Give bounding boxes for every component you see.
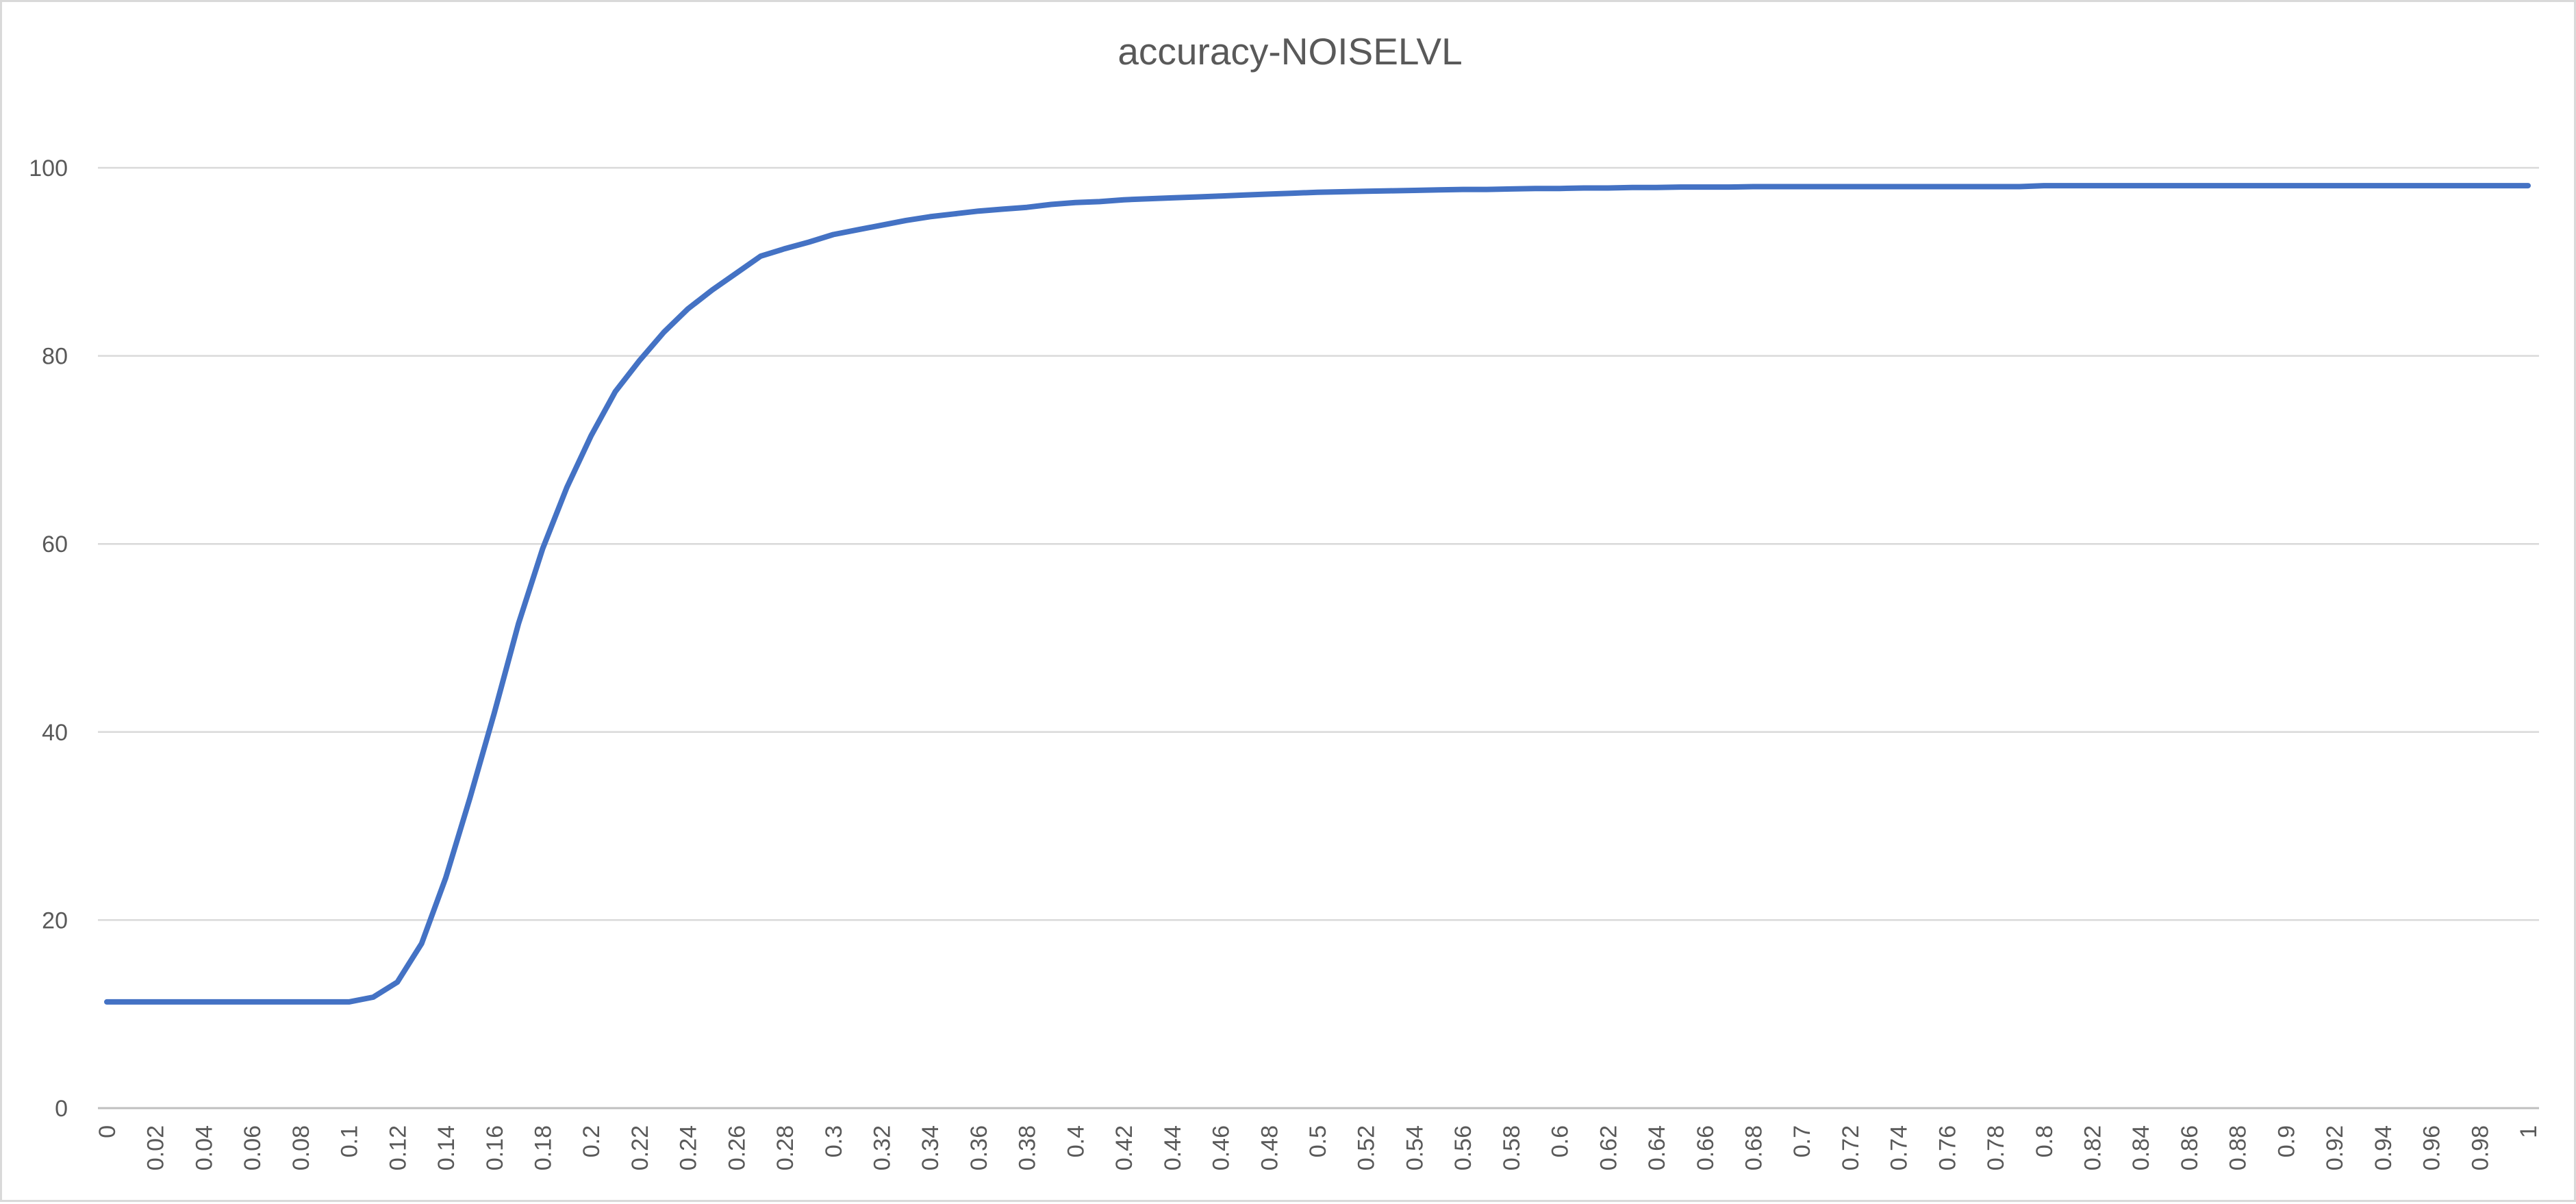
x-tick-label: 0.68 [1741, 1125, 1767, 1170]
x-tick-label: 0.94 [2371, 1125, 2397, 1170]
x-tick-label: 0.22 [627, 1125, 653, 1170]
x-axis-ticks: 0 0.02 0.04 0.06 0.08 0.1 0.12 0.14 0.16 0.18 0.2 0… [94, 1125, 2542, 1170]
x-tick-label: 0.9 [2273, 1125, 2299, 1157]
x-tick-label: 0.34 [918, 1125, 944, 1170]
x-tick-label: 0.06 [240, 1125, 266, 1170]
x-tick-label: 0.04 [191, 1125, 217, 1170]
x-tick-label: 0.2 [579, 1125, 605, 1157]
x-tick-label: 0.8 [2032, 1125, 2058, 1157]
series-line-0 [104, 183, 2531, 1005]
y-tick-label: 100 [29, 155, 68, 181]
x-tick-label: 0.76 [1934, 1125, 1960, 1170]
x-tick-label: 1 [2516, 1125, 2542, 1138]
y-tick-label: 20 [42, 907, 68, 933]
x-tick-label: 0.46 [1209, 1125, 1235, 1170]
gridlines [98, 166, 2539, 1109]
x-tick-label: 0.78 [1983, 1125, 2009, 1170]
y-tick-label: 80 [42, 344, 68, 370]
x-tick-label: 0.88 [2225, 1125, 2251, 1170]
x-tick-label: 0.56 [1450, 1125, 1476, 1170]
x-tick-label: 0.58 [1499, 1125, 1525, 1170]
x-tick-label: 0.66 [1693, 1125, 1719, 1170]
x-tick-label: 0.1 [337, 1125, 363, 1157]
x-tick-label: 0.52 [1354, 1125, 1380, 1170]
y-tick-label: 0 [55, 1096, 68, 1122]
x-tick-label: 0.62 [1595, 1125, 1621, 1170]
x-tick-label: 0.4 [1063, 1125, 1089, 1157]
x-tick-label: 0.96 [2419, 1125, 2445, 1170]
x-tick-label: 0.44 [1160, 1125, 1186, 1170]
x-tick-label: 0.84 [2128, 1125, 2154, 1170]
x-tick-label: 0.3 [821, 1125, 847, 1157]
x-tick-label: 0.48 [1257, 1125, 1283, 1170]
x-tick-label: 0.74 [1886, 1125, 1912, 1170]
x-tick-label: 0.12 [385, 1125, 411, 1170]
x-tick-label: 0.54 [1402, 1125, 1428, 1170]
x-tick-label: 0.5 [1305, 1125, 1331, 1157]
x-tick-label: 0.02 [143, 1125, 169, 1170]
x-tick-label: 0.98 [2467, 1125, 2493, 1170]
x-tick-label: 0.7 [1789, 1125, 1815, 1157]
x-tick-label: 0.28 [772, 1125, 798, 1170]
x-tick-label: 0.18 [530, 1125, 556, 1170]
x-tick-label: 0.38 [1015, 1125, 1041, 1170]
x-tick-label: 0.82 [2080, 1125, 2106, 1170]
x-tick-label: 0.64 [1644, 1125, 1670, 1170]
x-tick-label: 0 [94, 1125, 121, 1138]
x-tick-label: 0.26 [724, 1125, 750, 1170]
series-layer [104, 183, 2531, 1005]
x-tick-label: 0.16 [482, 1125, 508, 1170]
x-tick-label: 0.42 [1111, 1125, 1137, 1170]
y-tick-label: 40 [42, 720, 68, 746]
x-tick-label: 0.86 [2177, 1125, 2203, 1170]
x-tick-label: 0.32 [870, 1125, 896, 1170]
y-axis-ticks: 0 20 40 60 80 100 [29, 155, 68, 1122]
x-tick-label: 0.36 [966, 1125, 992, 1170]
x-tick-label: 0.14 [433, 1125, 459, 1170]
y-tick-label: 60 [42, 531, 68, 557]
x-tick-label: 0.72 [1838, 1125, 1864, 1170]
x-tick-label: 0.6 [1548, 1125, 1574, 1157]
x-tick-label: 0.24 [676, 1125, 702, 1170]
chart-title: accuracy-NOISELVL [1117, 30, 1463, 73]
x-tick-label: 0.92 [2322, 1125, 2348, 1170]
x-tick-label: 0.08 [288, 1125, 314, 1170]
